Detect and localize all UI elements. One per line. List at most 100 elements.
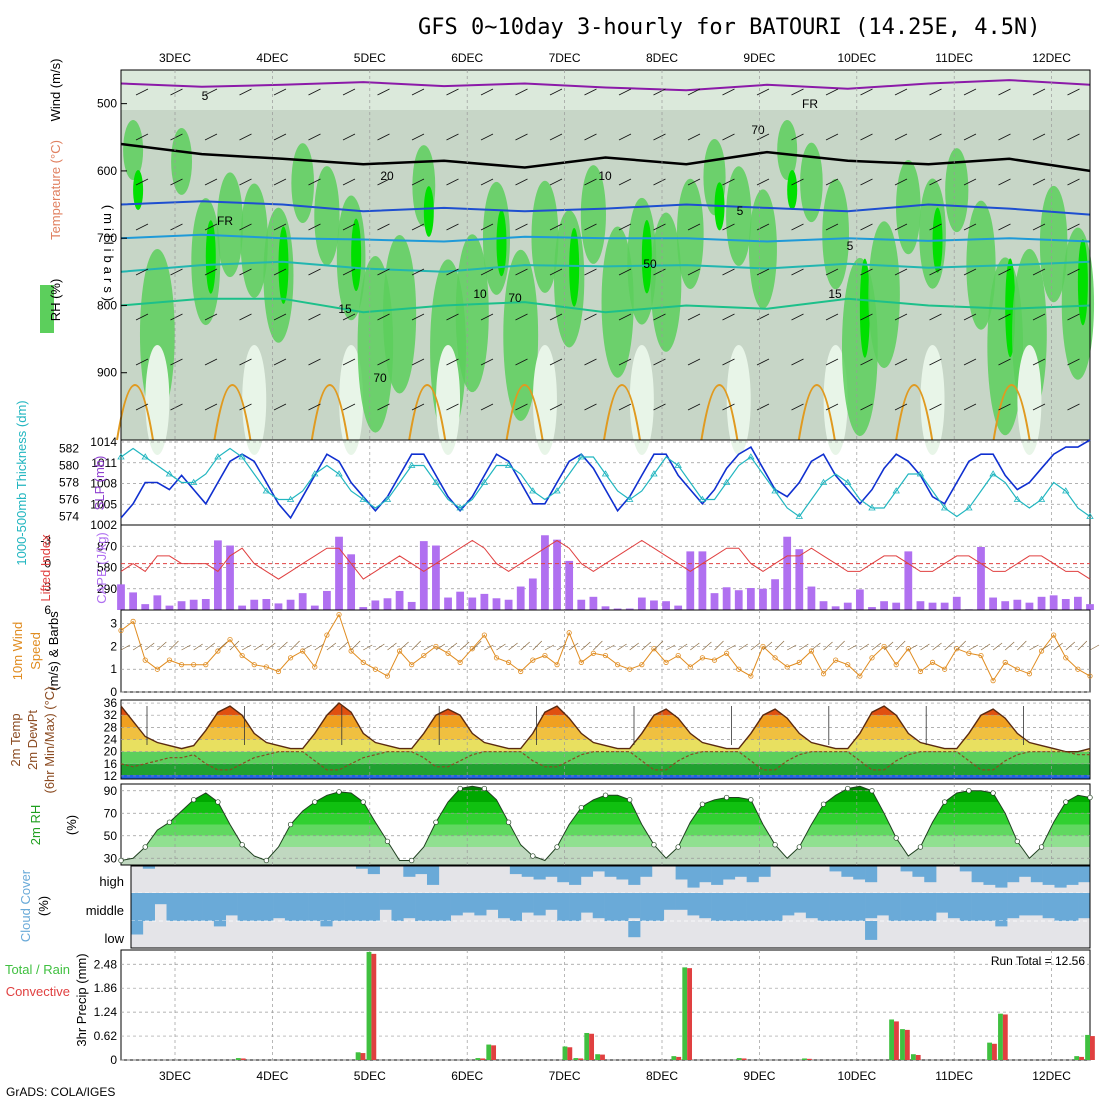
cloud-middle-cell xyxy=(805,893,818,919)
cloud-middle-cell xyxy=(296,893,309,921)
cloud-high-cell xyxy=(557,866,570,883)
cloud-high-cell xyxy=(687,866,700,888)
cloud-middle-cell xyxy=(415,893,428,921)
cape-bar xyxy=(977,546,985,610)
rh-marker xyxy=(336,789,342,795)
wind-barb xyxy=(480,88,494,96)
slp-side-label: 1000-500mb Thickness (dm) xyxy=(14,400,29,565)
cloud-high-cell xyxy=(426,866,440,885)
isotherm-25-lobe xyxy=(505,384,544,441)
cloud-middle-cell xyxy=(782,893,795,916)
cloud-high-cell xyxy=(1007,866,1020,883)
temp-band xyxy=(121,715,1090,728)
cape-bar xyxy=(1073,596,1082,610)
precip-convective-bar xyxy=(589,1033,595,1060)
thickness-marker xyxy=(286,495,295,502)
wind-barb xyxy=(204,403,218,411)
rh-tick: 30 xyxy=(104,851,118,865)
wind-marker xyxy=(542,652,548,659)
wind-barb xyxy=(860,358,873,366)
cloud-middle-cell xyxy=(509,893,523,921)
wind-barb xyxy=(799,643,809,651)
precip-convective-bar xyxy=(1002,1014,1008,1060)
wind-barb xyxy=(120,644,131,651)
wind-barb xyxy=(618,403,632,411)
wind-marker xyxy=(627,666,633,672)
wind-barb xyxy=(1067,133,1080,141)
wind-barb xyxy=(170,358,183,366)
rh-green-blob xyxy=(455,234,489,393)
lifted-index-series xyxy=(120,539,1091,580)
wind-barb xyxy=(342,223,356,231)
thickness-marker xyxy=(1013,495,1022,502)
precip-convective-bar xyxy=(915,1054,921,1060)
wind-barb xyxy=(641,641,652,651)
cloud-middle-cell xyxy=(971,893,984,921)
wind-barb xyxy=(665,644,676,651)
wind-barb xyxy=(204,313,218,321)
rh-frame xyxy=(120,783,1091,866)
thickness-tick: 578 xyxy=(59,476,79,490)
cape-bar xyxy=(407,601,416,610)
precip-total-bar xyxy=(562,1046,568,1060)
pressure-tick: 500 xyxy=(97,97,117,111)
wind-barb xyxy=(508,642,518,651)
cape-bar xyxy=(577,599,586,610)
wind-barb xyxy=(963,268,977,276)
rh-marker xyxy=(554,844,560,850)
wind-barb xyxy=(1041,643,1051,651)
wind-barb xyxy=(423,644,433,651)
wind-barb xyxy=(549,403,563,411)
cloud-high-cell xyxy=(1066,866,1079,885)
rh-bright-blob xyxy=(133,170,144,210)
cape-bar xyxy=(746,588,755,610)
rh-marker xyxy=(481,785,488,792)
cloud-high-cell xyxy=(604,866,617,877)
cloud-middle-cell xyxy=(746,893,759,921)
wind-marker xyxy=(554,662,560,668)
cape-bar xyxy=(480,593,489,610)
wind-barb xyxy=(722,223,735,231)
slp-series xyxy=(120,439,1091,520)
wind-marker xyxy=(651,646,657,652)
thickness-marker xyxy=(844,478,852,485)
temp-side-label: 2m Temp 2m DewPt (6hr Min/Max) (°C) xyxy=(8,686,57,793)
wind-barb xyxy=(1029,644,1039,651)
rh-tick: 70 xyxy=(104,806,118,820)
thickness-marker xyxy=(916,470,925,477)
wind-tick: 3 xyxy=(110,617,117,631)
wind-barb xyxy=(618,133,632,141)
wind-barb xyxy=(894,178,908,186)
rh-marker xyxy=(820,801,827,807)
precip-convective-bar xyxy=(904,1029,910,1060)
wind-barb xyxy=(135,88,149,96)
thickness-marker xyxy=(698,495,707,502)
temp-label-2: 2m DewPt xyxy=(25,710,40,770)
wind-barb xyxy=(883,641,894,651)
wind-barb xyxy=(584,178,597,186)
wind-marker xyxy=(1063,655,1069,661)
rh-marker xyxy=(239,842,245,848)
cloud-middle-cell xyxy=(651,893,665,921)
cloud-middle-cell xyxy=(545,893,558,910)
contour-label: 15 xyxy=(338,302,352,316)
cape-bar xyxy=(892,602,901,610)
cape-bar xyxy=(831,606,840,610)
wind-barb xyxy=(239,358,252,366)
isotherm-minus5 xyxy=(120,79,1091,92)
wind-barb xyxy=(342,133,356,141)
contour-label: 70 xyxy=(373,371,387,385)
wind-barb xyxy=(811,642,821,651)
cape-bar xyxy=(395,590,404,610)
wind-barb xyxy=(239,88,252,96)
wind-marker xyxy=(808,648,815,654)
thickness-marker xyxy=(165,470,174,477)
rh-green-blob xyxy=(383,234,417,394)
precip-total-bar xyxy=(736,1058,742,1060)
cloud-high-cell xyxy=(912,866,925,877)
rh-light-patch xyxy=(823,345,848,455)
wind-barb xyxy=(618,268,632,276)
wind-marker xyxy=(251,662,257,668)
rh-marker xyxy=(142,844,148,850)
isotherm-freezing xyxy=(120,142,1091,173)
